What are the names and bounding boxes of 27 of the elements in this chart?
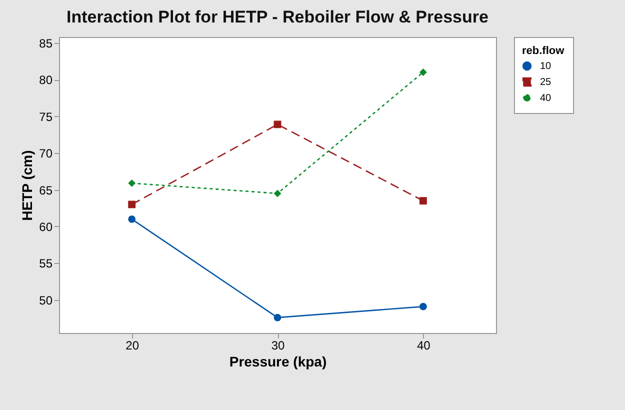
y-tick-label: 60: [39, 220, 53, 234]
y-tick-label: 55: [39, 256, 53, 271]
point: [128, 215, 136, 223]
chart-title: Interaction Plot for HETP - Reboiler Flow & Pressure: [66, 8, 488, 26]
legend-title: reb.flow: [522, 45, 565, 57]
point: [419, 197, 427, 204]
point: [419, 302, 427, 310]
legend-label: 40: [540, 93, 552, 104]
point: [274, 120, 282, 128]
y-tick-label: 70: [39, 146, 53, 161]
y-tick-label: 75: [39, 110, 53, 124]
y-axis-title: HETP (cm): [19, 150, 36, 221]
point: [274, 190, 282, 198]
point: [128, 179, 136, 187]
y-tick-label: 50: [39, 293, 53, 308]
point: [419, 68, 427, 76]
point: [274, 314, 282, 322]
x-tick-label: 30: [271, 338, 285, 352]
x-tick-label: 20: [126, 338, 140, 352]
legend-label: 10: [540, 61, 552, 72]
x-axis-title: Pressure (kpa): [229, 354, 327, 370]
point: [128, 200, 136, 208]
y-tick-label: 65: [39, 183, 53, 198]
y-tick-label: 85: [39, 36, 53, 50]
legend-label: 25: [540, 77, 552, 88]
y-tick-label: 80: [39, 73, 53, 88]
x-tick-label: 40: [416, 338, 431, 352]
